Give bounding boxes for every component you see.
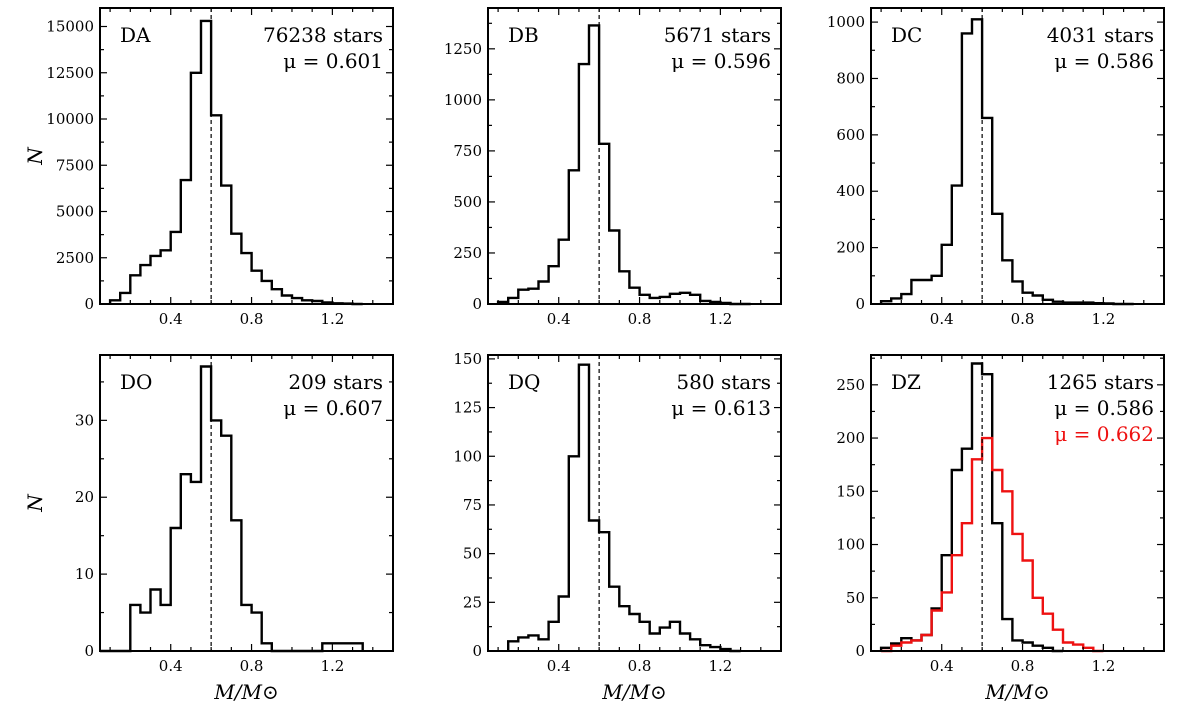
- axes-frame: [487, 7, 782, 305]
- y-tick-label: 800: [836, 69, 865, 87]
- y-tick-label: 50: [463, 545, 482, 563]
- x-axis-label: M/M⊙: [984, 680, 1049, 704]
- y-tick-label: 5000: [56, 203, 94, 221]
- star-count-label: 5671 stars: [664, 23, 771, 47]
- x-tick-label: 0.4: [547, 310, 571, 328]
- y-tick-label: 1250: [444, 40, 482, 58]
- panel-label: DQ: [508, 370, 540, 394]
- y-tick-label: 10: [75, 565, 94, 583]
- mean-label: μ = 0.601: [283, 49, 383, 73]
- histogram-series-main: [507, 363, 741, 653]
- y-axis-label: N: [23, 493, 47, 513]
- x-tick-label: 0.4: [930, 310, 954, 328]
- x-axis-label: M/M⊙: [601, 680, 666, 704]
- y-tick-label: 500: [453, 193, 482, 211]
- x-tick-label: 1.2: [320, 657, 344, 675]
- mean-label: μ = 0.613: [671, 396, 771, 420]
- histogram-series-main: [108, 19, 363, 306]
- y-tick-label: 100: [453, 447, 482, 465]
- y-tick-label: 7500: [56, 156, 94, 174]
- star-count-label: 1265 stars: [1047, 370, 1154, 394]
- y-tick-label: 250: [453, 244, 482, 262]
- axes-frame: [99, 354, 394, 652]
- x-tick-label: 0.8: [628, 657, 652, 675]
- histogram-series-main: [879, 18, 1134, 306]
- x-tick-label: 0.8: [1011, 310, 1035, 328]
- x-tick-label: 0.4: [159, 310, 183, 328]
- y-tick-label: 12500: [46, 64, 94, 82]
- x-tick-label: 0.8: [240, 310, 264, 328]
- y-tick-label: 0: [472, 295, 482, 313]
- x-tick-label: 1.2: [1091, 310, 1115, 328]
- y-axis-label: N: [23, 146, 47, 166]
- star-count-label: 580 stars: [676, 370, 771, 394]
- mean-label: μ = 0.596: [671, 49, 771, 73]
- y-tick-label: 75: [463, 496, 482, 514]
- panel-label: DO: [120, 370, 152, 394]
- x-tick-label: 0.4: [159, 657, 183, 675]
- x-tick-label: 1.2: [708, 657, 732, 675]
- x-tick-label: 1.2: [1091, 657, 1115, 675]
- y-tick-label: 750: [453, 142, 482, 160]
- y-tick-label: 100: [836, 536, 865, 554]
- y-tick-label: 0: [84, 642, 94, 660]
- panel-label: DC: [891, 23, 922, 47]
- y-tick-label: 125: [453, 399, 482, 417]
- x-tick-label: 0.8: [628, 310, 652, 328]
- x-tick-label: 0.4: [547, 657, 571, 675]
- y-tick-label: 150: [836, 482, 865, 500]
- x-tick-label: 0.8: [1011, 657, 1035, 675]
- y-tick-label: 150: [453, 350, 482, 368]
- y-tick-label: 0: [855, 295, 865, 313]
- mean-label: μ = 0.586: [1054, 49, 1154, 73]
- y-tick-label: 0: [855, 642, 865, 660]
- star-count-label: 209 stars: [288, 370, 383, 394]
- star-count-label: 4031 stars: [1047, 23, 1154, 47]
- star-count-label: 76238 stars: [263, 23, 383, 47]
- y-tick-label: 200: [836, 429, 865, 447]
- panel-dc: 0.4 0.8 1.2 0 200 400 600 800 1000 DC 4031 starsμ …: [827, 7, 1165, 328]
- axes-frame: [870, 354, 1165, 652]
- y-tick-label: 1000: [444, 91, 482, 109]
- mean-label: μ = 0.586: [1054, 396, 1154, 420]
- histogram-series-main: [496, 24, 751, 306]
- y-tick-label: 200: [836, 239, 865, 257]
- mean-label-corrected: μ = 0.662: [1054, 422, 1154, 446]
- panel-db: 0.4 0.8 1.2 0 250 500 750 1000 1250 DB 5671 starsμ…: [444, 7, 782, 328]
- y-tick-label: 400: [836, 182, 865, 200]
- y-tick-label: 2500: [56, 249, 94, 267]
- y-tick-label: 50: [846, 589, 865, 607]
- axes-frame: [870, 7, 1165, 305]
- x-axis-label: M/M⊙: [213, 680, 278, 704]
- panel-label: DA: [120, 23, 151, 47]
- y-tick-label: 250: [836, 376, 865, 394]
- y-tick-label: 20: [75, 488, 94, 506]
- x-tick-label: 0.8: [240, 657, 264, 675]
- panel-da: 0.4 0.8 1.2 0 2500 5000 7500 10000 12500 15000 DA 7…: [23, 7, 394, 328]
- y-tick-label: 10000: [46, 110, 94, 128]
- histogram-series-main: [879, 362, 1063, 653]
- histogram-series-secondary: [881, 436, 1104, 653]
- panel-label: DB: [508, 23, 539, 47]
- y-tick-label: 1000: [827, 13, 865, 31]
- x-tick-label: 0.4: [930, 657, 954, 675]
- y-tick-label: 25: [463, 593, 482, 611]
- panel-label: DZ: [891, 370, 921, 394]
- y-tick-label: 0: [84, 295, 94, 313]
- x-tick-label: 1.2: [708, 310, 732, 328]
- y-tick-label: 0: [472, 642, 482, 660]
- axes-frame: [99, 7, 394, 305]
- axes-frame: [487, 354, 782, 652]
- y-tick-label: 15000: [46, 18, 94, 36]
- y-tick-label: 30: [75, 411, 94, 429]
- mean-label: μ = 0.607: [283, 396, 383, 420]
- x-tick-label: 1.2: [320, 310, 344, 328]
- y-tick-label: 600: [836, 126, 865, 144]
